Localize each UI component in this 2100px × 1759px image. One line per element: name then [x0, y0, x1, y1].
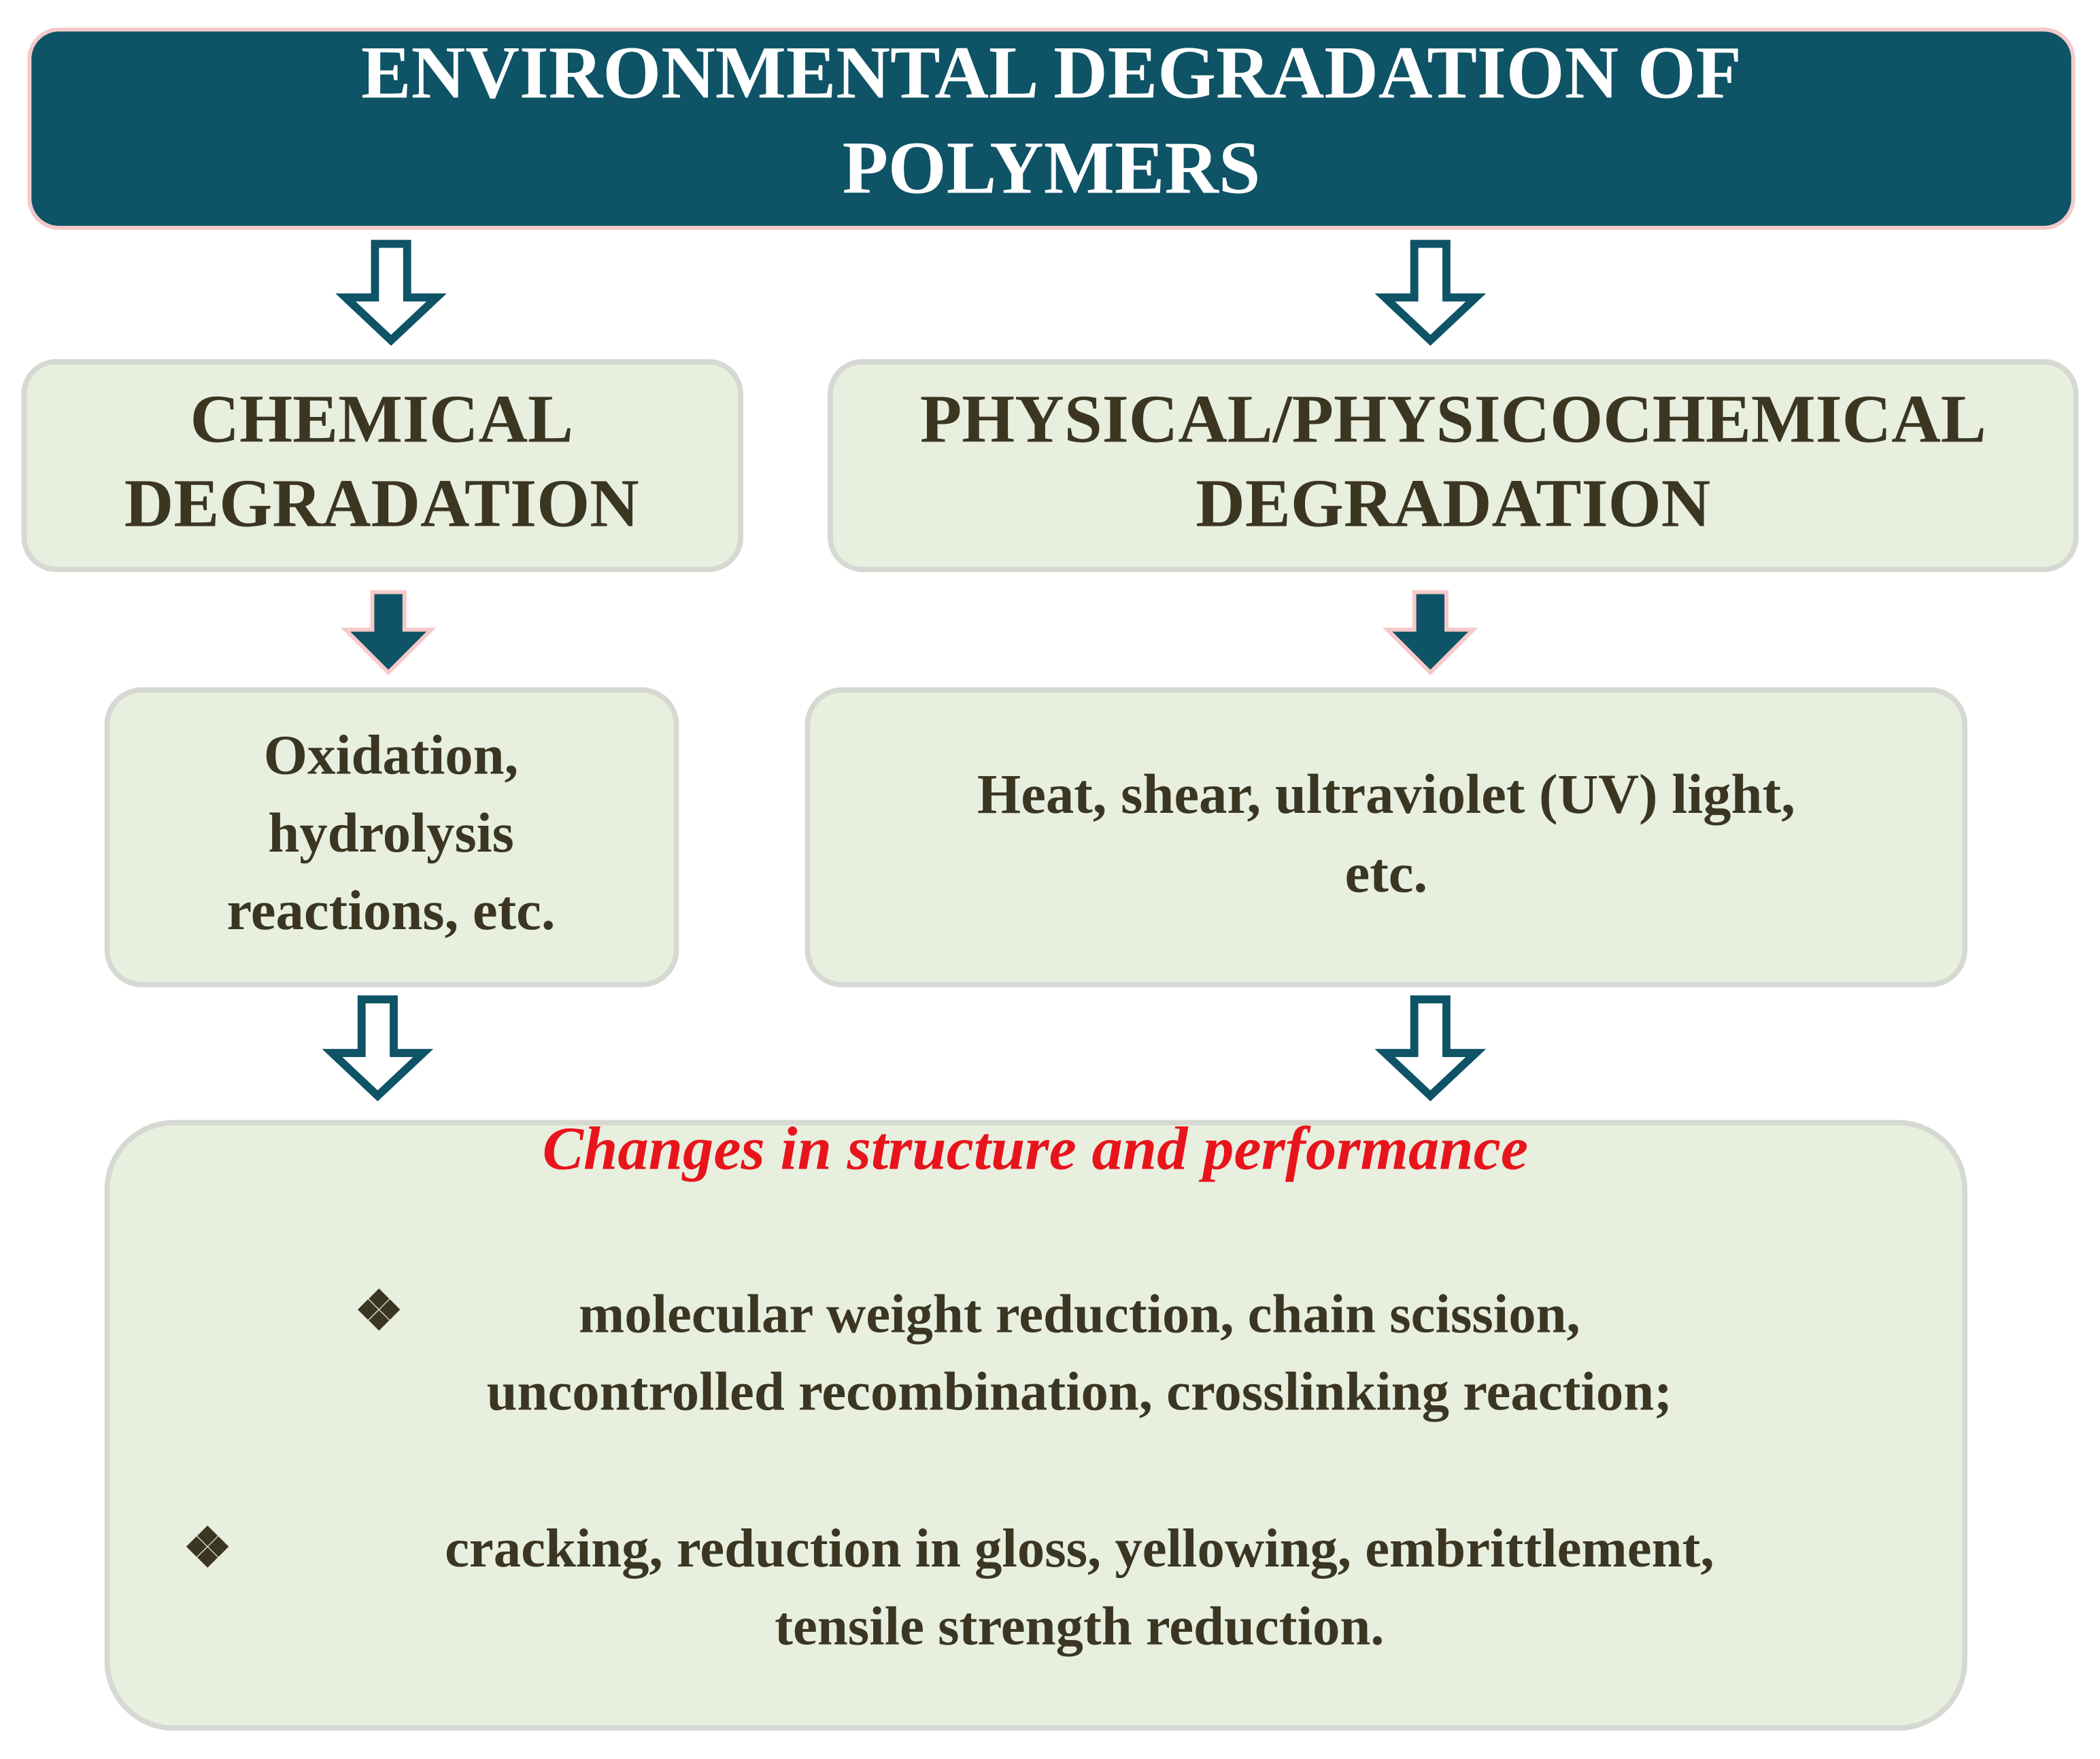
cause-line: hydrolysis [268, 801, 514, 864]
chemical-causes-box [104, 687, 679, 988]
arrow [1374, 239, 1487, 346]
title-box [27, 27, 2076, 230]
cause-line: etc. [1344, 841, 1427, 904]
bullet-marker: ❖ [354, 1281, 403, 1342]
chemical-box [21, 358, 744, 573]
cause-line: Heat, shear, ultraviolet (UV) light, [977, 763, 1795, 825]
arrow [1374, 995, 1487, 1102]
cause-line: reactions, etc. [227, 879, 556, 941]
heading-line: PHYSICAL/PHYSICOCHEMICAL [920, 381, 1986, 456]
physical-causes-box [805, 687, 1968, 988]
bullet-line: tensile strength reduction. [775, 1596, 1384, 1656]
arrow [335, 239, 447, 346]
bullet-line: uncontrolled recombination, crosslinking… [487, 1362, 1672, 1422]
arrow [322, 995, 434, 1102]
bullet-marker: ❖ [183, 1518, 232, 1579]
heading-line: CHEMICAL [190, 381, 574, 456]
changes-heading: Changes in structure and performance [543, 1114, 1528, 1183]
bullet-line: molecular weight reduction, chain scissi… [579, 1284, 1580, 1344]
heading-line: DEGRADATION [124, 465, 639, 541]
texts: ENVIRONMENTAL DEGRADATION OF POLYMERS CHEM… [124, 31, 1986, 1657]
arrow [340, 590, 437, 675]
title-line: ENVIRONMENTAL DEGRADATION OF [361, 31, 1742, 114]
heading-line: DEGRADATION [1196, 465, 1710, 541]
arrow [1383, 590, 1478, 675]
bullet-line: cracking, reduction in gloss, yellowing,… [445, 1518, 1714, 1579]
changes-box [104, 1120, 1968, 1731]
title-line: POLYMERS [843, 126, 1261, 209]
physical-box [828, 358, 2079, 573]
cause-line: Oxidation, [264, 724, 519, 786]
